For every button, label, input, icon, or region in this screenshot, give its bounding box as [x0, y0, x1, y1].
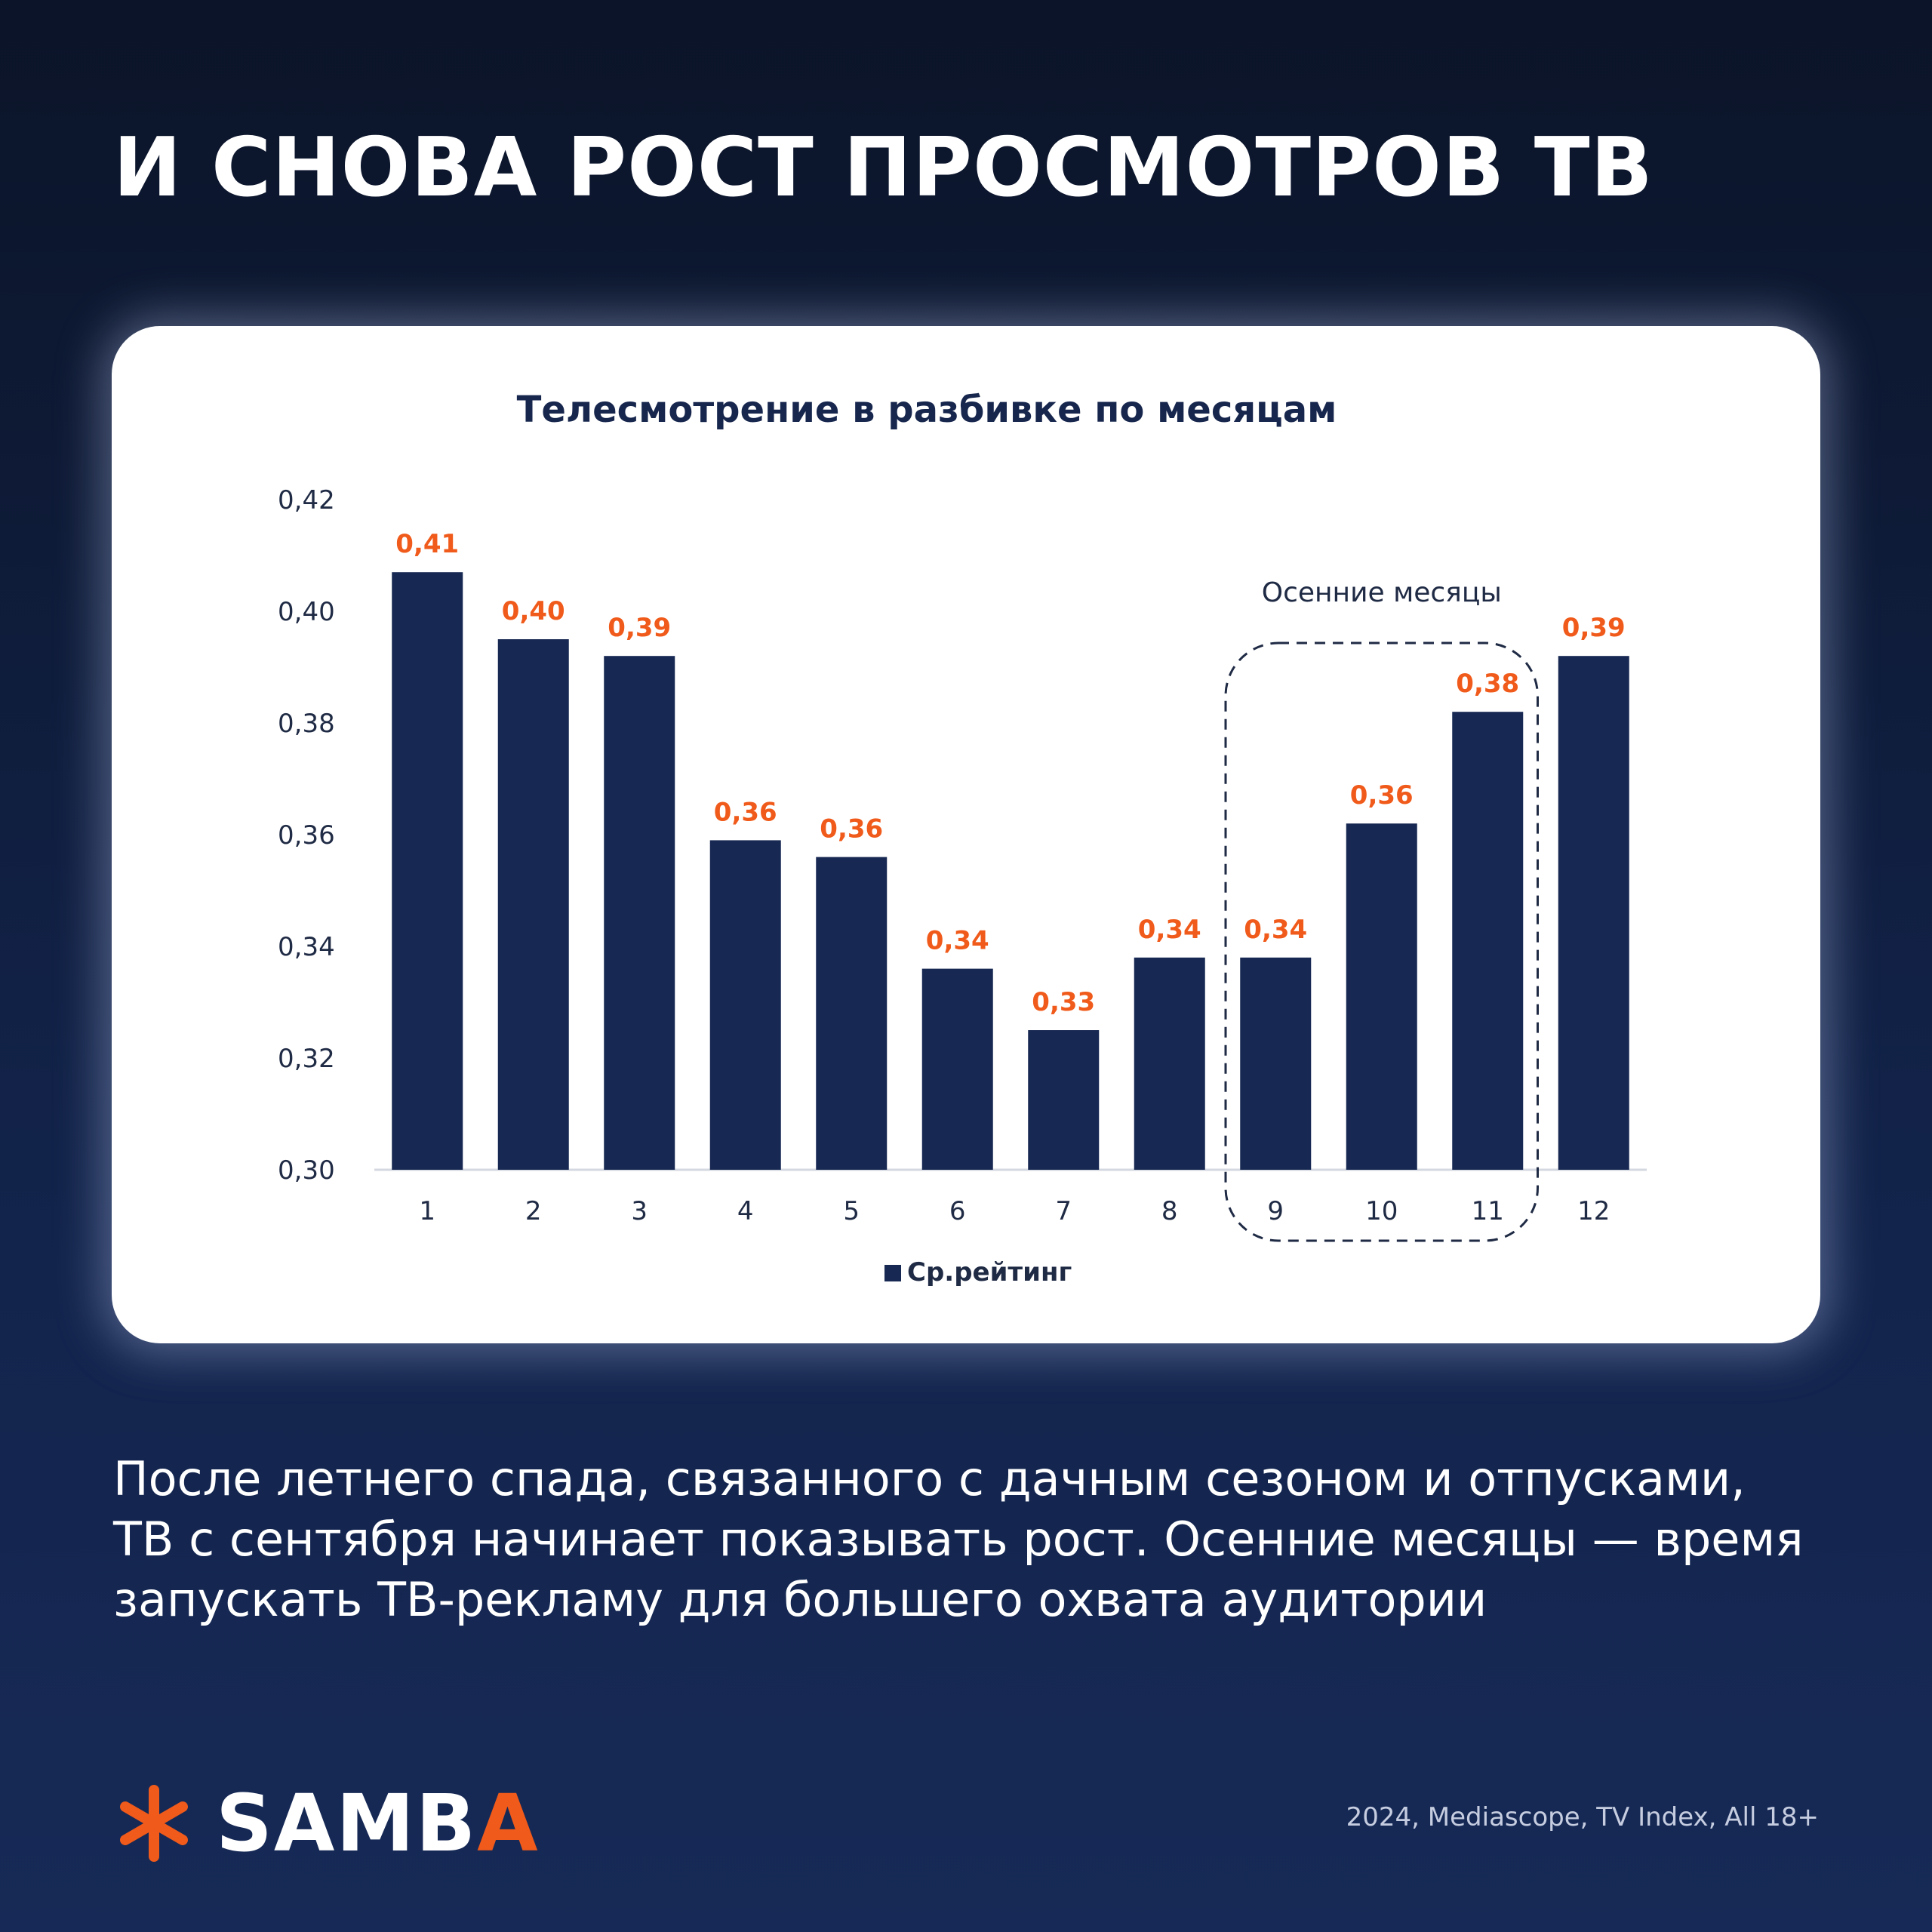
bar: [392, 572, 463, 1170]
bar-value-label: 0,36: [714, 797, 777, 827]
bar: [1452, 712, 1524, 1170]
body-line: запускать ТВ-рекламу для большего охвата…: [113, 1572, 1487, 1627]
x-tick-label: 9: [1267, 1196, 1284, 1226]
source-note: 2024, Mediascope, TV Index, All 18+: [1346, 1802, 1819, 1832]
samba-logo: SAMBA: [113, 1777, 540, 1869]
legend-label: Ср.рейтинг: [907, 1257, 1072, 1287]
asterisk-logo-icon: [120, 1785, 188, 1862]
y-tick-label: 0,34: [278, 932, 335, 962]
body-text: После летнего спада, связанного с дачным…: [113, 1449, 1849, 1630]
bar: [921, 968, 993, 1170]
bar: [604, 656, 675, 1170]
y-tick-label: 0,36: [278, 820, 335, 851]
bar: [1134, 957, 1205, 1170]
x-tick-label: 6: [949, 1196, 966, 1226]
bar-value-label: 0,41: [395, 529, 459, 559]
bar: [1558, 656, 1629, 1170]
bar-value-label: 0,40: [502, 596, 565, 626]
logo-wordmark: SAMBA: [216, 1777, 540, 1869]
y-tick-label: 0,38: [278, 709, 335, 739]
bar-chart: Телесмотрение в разбивке по месяцам 0,30 0…: [278, 389, 1647, 1287]
bar: [1346, 823, 1417, 1170]
annotation-label: Осенние месяцы: [1262, 577, 1502, 608]
bar-value-label: 0,39: [608, 613, 671, 643]
x-tick-label: 11: [1472, 1196, 1504, 1226]
bar: [816, 857, 888, 1170]
bar-value-label: 0,39: [1562, 613, 1626, 643]
x-tick-label: 1: [419, 1196, 435, 1226]
bar-value-label: 0,36: [1350, 780, 1414, 811]
bar-value-label: 0,36: [820, 814, 883, 844]
autumn-months-frame: [1224, 641, 1539, 1242]
bar-value-label: 0,38: [1456, 669, 1519, 699]
bar-value-label: 0,34: [926, 926, 989, 956]
chart-card: Телесмотрение в разбивке по месяцам 0,30 0…: [112, 326, 1820, 1343]
y-tick-label: 0,42: [278, 485, 335, 515]
x-tick-label: 4: [737, 1196, 754, 1226]
bar: [497, 639, 569, 1170]
x-tick-label: 2: [525, 1196, 542, 1226]
x-tick-label: 12: [1577, 1196, 1610, 1226]
bar-value-label: 0,34: [1138, 915, 1201, 945]
bar: [1240, 957, 1312, 1170]
y-tick-label: 0,30: [278, 1155, 335, 1186]
x-tick-label: 7: [1055, 1196, 1072, 1226]
y-tick-label: 0,32: [278, 1044, 335, 1074]
page-headline: И СНОВА РОСТ ПРОСМОТРОВ ТВ: [113, 121, 1654, 215]
x-tick-label: 3: [631, 1196, 648, 1226]
x-tick-label: 10: [1365, 1196, 1398, 1226]
bar-value-label: 0,34: [1244, 915, 1307, 945]
bar-value-label: 0,33: [1032, 987, 1095, 1017]
x-tick-label: 5: [843, 1196, 860, 1226]
y-tick-label: 0,40: [278, 597, 335, 627]
x-tick-label: 8: [1161, 1196, 1178, 1226]
body-line: После летнего спада, связанного с дачным…: [113, 1451, 1746, 1506]
body-line: ТВ с сентября начинает показывать рост. …: [113, 1512, 1804, 1567]
bar: [1028, 1030, 1100, 1170]
legend-swatch: [884, 1265, 901, 1281]
chart-title: Телесмотрение в разбивке по месяцам: [517, 389, 1337, 431]
bar: [709, 840, 781, 1170]
